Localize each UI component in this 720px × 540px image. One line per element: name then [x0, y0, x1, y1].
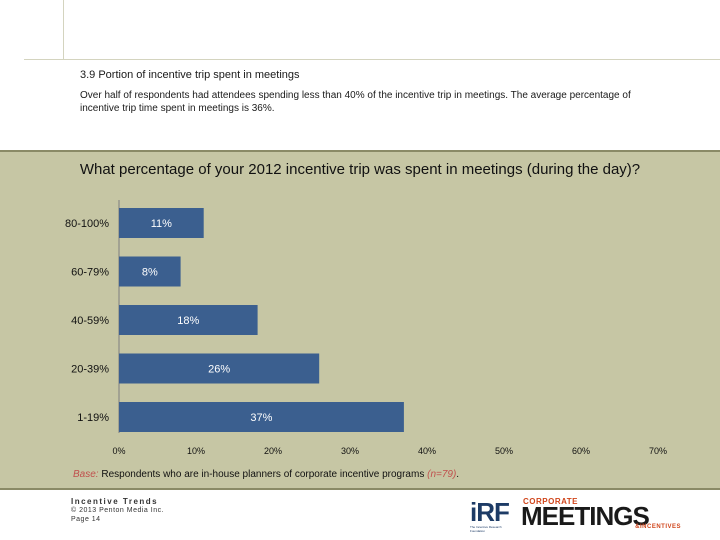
- x-tick-label: 30%: [341, 446, 359, 456]
- category-label: 20-39%: [71, 364, 109, 376]
- irf-logo-text: iRF: [470, 497, 510, 527]
- base-note-prefix: Base:: [73, 469, 101, 480]
- summary-text: Over half of respondents had attendees s…: [80, 90, 631, 114]
- header-horizontal-rule: [24, 59, 720, 60]
- x-tick-label: 60%: [572, 446, 590, 456]
- cm-logo-main: MEETINGS: [521, 501, 650, 531]
- x-tick-label: 50%: [495, 446, 513, 456]
- bar-20-39%: [119, 353, 320, 384]
- chart-title: What percentage of your 2012 incentive t…: [80, 161, 640, 178]
- base-note-text: Respondents who are in-house planners of…: [101, 469, 427, 480]
- footer-copyright: © 2013 Penton Media Inc.: [71, 507, 165, 514]
- x-tick-label: 10%: [187, 446, 205, 456]
- header-vertical-rule: [63, 0, 64, 60]
- irf-logo: iRF The Incentive Research Foundation: [470, 499, 514, 533]
- base-note-suffix: .: [456, 469, 459, 480]
- data-label: 26%: [208, 364, 230, 376]
- bar-60-79%: [119, 256, 181, 287]
- footer-report-name: Incentive Trends: [71, 497, 159, 506]
- corporate-meetings-logo: CORPORATE MEETINGS &INCENTIVES: [521, 497, 691, 531]
- x-tick-label: 20%: [264, 446, 282, 456]
- x-tick-label: 40%: [418, 446, 436, 456]
- category-label: 80-100%: [65, 218, 109, 230]
- x-tick-label: 70%: [649, 446, 667, 456]
- data-label: 11%: [151, 218, 172, 230]
- base-note: Base: Respondents who are in-house plann…: [73, 469, 459, 480]
- bar-80-100%: [119, 208, 204, 238]
- bar-40-59%: [119, 305, 258, 335]
- data-label: 37%: [250, 412, 272, 424]
- footer-page-number: Page 14: [71, 516, 101, 523]
- cm-logo-top: CORPORATE: [523, 497, 579, 506]
- category-label: 60-79%: [71, 267, 109, 279]
- category-label: 1-19%: [77, 412, 109, 424]
- footer: Incentive Trends © 2013 Penton Media Inc…: [71, 497, 164, 524]
- category-label: 40-59%: [71, 315, 109, 327]
- data-label: 8%: [142, 267, 158, 279]
- cm-logo-bottom: &INCENTIVES: [635, 524, 681, 530]
- base-note-n: (n=79): [427, 469, 456, 480]
- x-tick-label: 0%: [112, 446, 125, 456]
- bar-1-19%: [119, 402, 404, 432]
- bar-chart: What percentage of your 2012 incentive t…: [65, 161, 667, 480]
- data-label: 18%: [177, 315, 199, 327]
- chart-panel: What percentage of your 2012 incentive t…: [0, 150, 720, 490]
- section-title: 3.9 Portion of incentive trip spent in m…: [80, 69, 300, 81]
- irf-logo-subtext: The Incentive Research Foundation: [470, 525, 502, 533]
